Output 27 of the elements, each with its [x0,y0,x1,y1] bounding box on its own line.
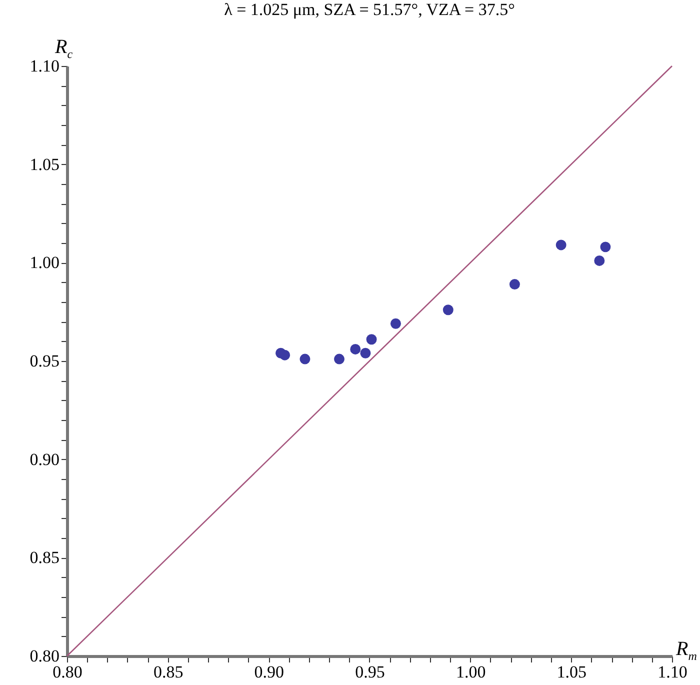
y-tick-label: 1.05 [30,154,60,174]
x-tick-label: 0.80 [52,662,82,682]
point [556,240,566,250]
x-tick-label: 1.05 [556,662,587,682]
point [509,279,520,290]
point [360,348,371,358]
x-tick-label: 0.90 [254,662,284,682]
point [594,255,605,266]
x-axis-title: R$_{m}$ [676,638,697,664]
point [300,354,310,364]
x-tick-label: 0.95 [355,662,385,682]
point [600,242,611,252]
x-tick-label: 1.10 [658,662,688,682]
y-tick-label: 0.85 [30,548,60,568]
point [366,334,377,345]
y-tick-label: 1.00 [30,253,60,272]
point [280,350,290,360]
y-tick-label: 0.80 [30,646,60,666]
y-tick-label: 0.95 [30,352,60,370]
point [350,344,361,354]
point [390,318,401,329]
point [442,304,454,316]
chart-title: λ = 1.025 μm, SZA = 51.57°, VZA = 37.5° [224,0,515,19]
point [334,354,344,364]
y-tick-label: 0.90 [30,450,60,469]
x-tick-label: 0.85 [153,662,184,682]
x-tick-label: 1.00 [456,662,486,682]
